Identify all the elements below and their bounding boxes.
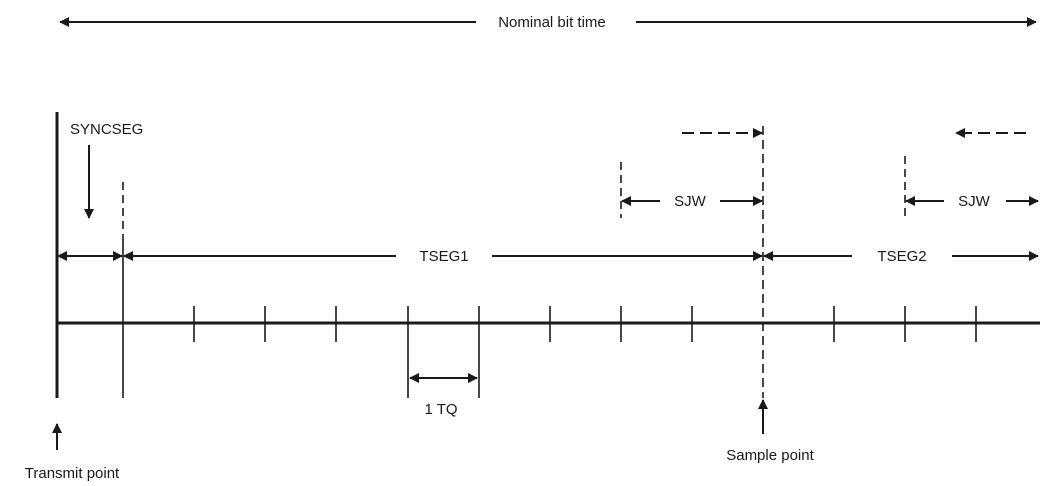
sjw-right-label: SJW bbox=[958, 193, 991, 210]
nominal-bit-time-label: Nominal bit time bbox=[498, 14, 606, 31]
syncseg-label: SYNCSEG bbox=[70, 121, 143, 138]
tq-label: 1 TQ bbox=[424, 401, 457, 418]
tseg2-label: TSEG2 bbox=[877, 248, 926, 265]
tseg1-label: TSEG1 bbox=[419, 248, 468, 265]
transmit-point-label: Transmit point bbox=[25, 465, 120, 482]
tq-ticks bbox=[193, 306, 977, 398]
sjw-left-label: SJW bbox=[674, 193, 707, 210]
sample-point-label: Sample point bbox=[726, 447, 814, 464]
